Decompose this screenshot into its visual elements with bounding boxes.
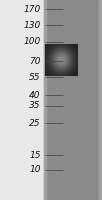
Text: 35: 35 bbox=[29, 102, 41, 110]
Text: 100: 100 bbox=[24, 38, 41, 46]
Text: 40: 40 bbox=[29, 90, 41, 99]
Text: 55: 55 bbox=[29, 72, 41, 82]
Bar bbox=[44, 0, 46, 200]
Text: 10: 10 bbox=[29, 166, 41, 174]
Text: 170: 170 bbox=[24, 4, 41, 14]
Bar bbox=[99, 0, 102, 200]
Text: 25: 25 bbox=[29, 118, 41, 128]
Bar bbox=[44, 0, 102, 200]
Text: 70: 70 bbox=[29, 56, 41, 66]
Text: 15: 15 bbox=[29, 150, 41, 160]
Text: 130: 130 bbox=[24, 21, 41, 29]
